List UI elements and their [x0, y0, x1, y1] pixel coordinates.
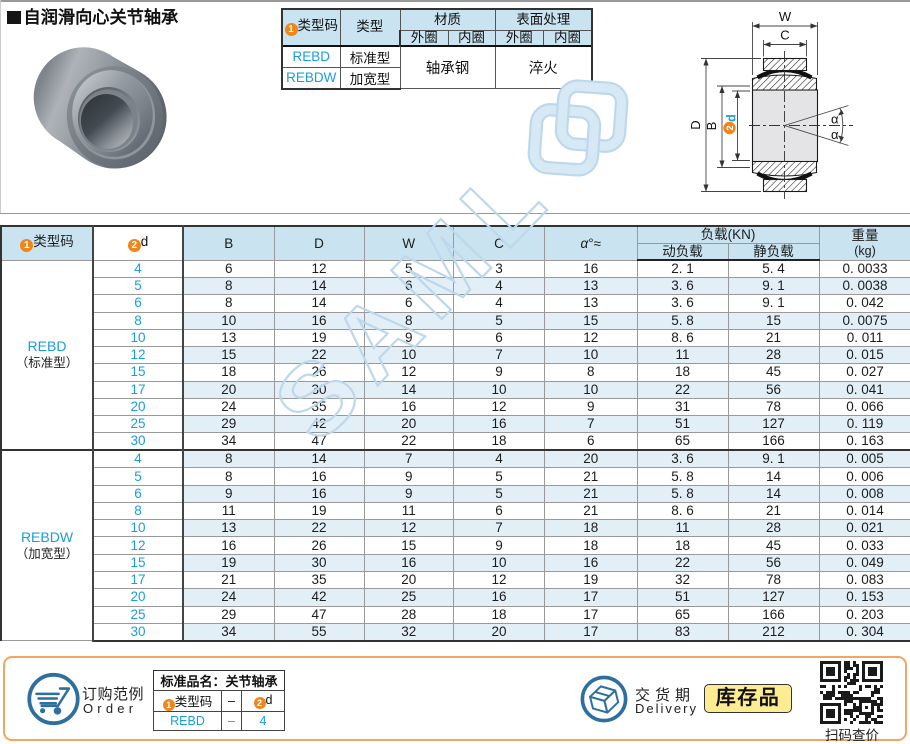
svg-text:B: B — [704, 122, 719, 131]
svg-text:α: α — [831, 127, 839, 142]
svg-text:W: W — [779, 9, 792, 24]
svg-text:d: d — [724, 114, 738, 122]
svg-text:D: D — [688, 120, 703, 129]
svg-text:2: 2 — [725, 125, 736, 130]
svg-text:α: α — [831, 112, 839, 127]
svg-text:C: C — [780, 28, 789, 43]
